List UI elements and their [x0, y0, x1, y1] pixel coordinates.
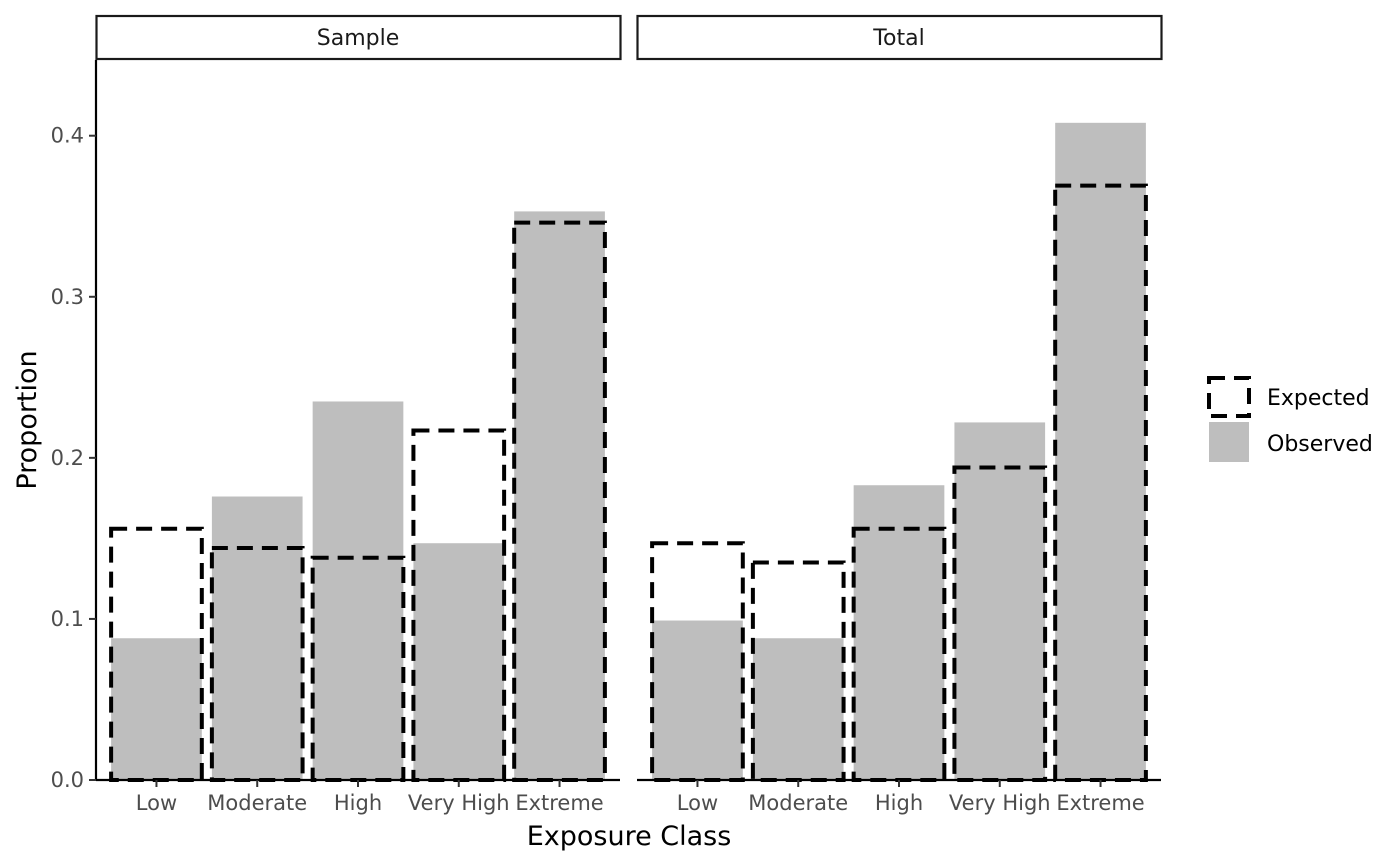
x-axis-title: Exposure Class	[527, 821, 732, 852]
legend-label: Observed	[1267, 432, 1373, 457]
facet-strip	[95, 14, 622, 61]
expected-bar	[952, 465, 1048, 782]
expected-bar	[209, 546, 305, 783]
x-tick-label: Moderate	[207, 791, 307, 815]
y-axis: 0.0 0.1 0.2 0.3 0.4	[51, 60, 98, 792]
y-tick-label: 0.3	[51, 285, 84, 309]
legend-key-expected	[1207, 376, 1251, 418]
x-tick-label: High	[334, 791, 382, 815]
expected-bar	[650, 541, 745, 783]
facet-strip-label: Total	[872, 26, 924, 51]
observed-bar	[413, 543, 505, 780]
observed-bar	[211, 496, 303, 780]
observed-bar	[853, 485, 945, 780]
y-tick-label: 0.1	[51, 607, 84, 631]
panel-total: Total Low Moderate High Very High Extreme	[636, 14, 1163, 815]
x-tick-label: Low	[136, 791, 177, 815]
observed-bar	[312, 401, 404, 780]
facet-strip	[636, 14, 1163, 61]
observed-bar	[752, 638, 844, 780]
x-tick-label: Very High	[949, 791, 1051, 815]
observed-bar	[954, 422, 1046, 780]
legend-item-observed: Observed	[1209, 422, 1373, 462]
observed-bar	[514, 211, 605, 780]
y-tick-label: 0.2	[51, 446, 84, 470]
y-axis-title: Proportion	[12, 350, 43, 489]
observed-bar	[1055, 122, 1146, 781]
legend-key-observed	[1209, 422, 1249, 462]
x-tick-label: Very High	[408, 791, 510, 815]
observed-bar	[111, 638, 202, 780]
y-tick-label: 0.4	[51, 124, 84, 148]
facet-strip-label: Sample	[317, 26, 400, 51]
panel-sample: Sample Low Moderate High Very High Extreme	[95, 14, 622, 815]
x-tick-label: Moderate	[748, 791, 848, 815]
x-tick-label: Extreme	[515, 791, 603, 815]
y-tick-label: 0.0	[51, 768, 84, 792]
legend-label: Expected	[1267, 386, 1370, 411]
x-tick-label: Low	[677, 791, 718, 815]
x-tick-label: Extreme	[1056, 791, 1144, 815]
legend-item-expected: Expected	[1207, 376, 1370, 418]
x-tick-label: High	[875, 791, 923, 815]
observed-bar	[652, 620, 743, 780]
legend: Expected Observed	[1207, 376, 1373, 462]
